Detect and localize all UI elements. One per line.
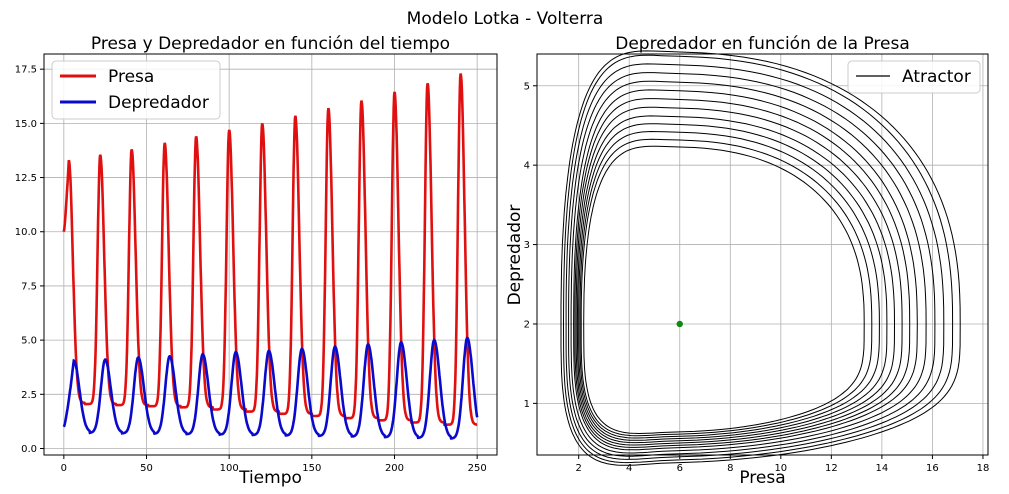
chart-left-ytick-label: 15.0	[15, 119, 37, 130]
chart-right-title: Depredador en función de la Presa	[615, 34, 910, 54]
chart-right-xtick-label: 10	[774, 463, 787, 474]
chart-right-xtick-label: 14	[876, 463, 889, 474]
attractor-orbit	[576, 115, 896, 444]
chart-time-series: Presa y Depredador en función del tiempo…	[15, 34, 498, 488]
attractor-orbit	[574, 98, 911, 448]
chart-left-title: Presa y Depredador en función del tiempo	[91, 34, 450, 54]
figure-suptitle: Modelo Lotka - Volterra	[407, 9, 604, 29]
legend-label-presa: Presa	[108, 67, 154, 87]
chart-right-xtick-label: 4	[626, 463, 632, 474]
chart-left-xticks: 0 50 100 150 200 250	[61, 455, 487, 474]
chart-right-ytick-label: 4	[524, 161, 530, 172]
chart-left-xtick-label: 0	[61, 463, 67, 474]
legend-label-atractor: Atractor	[902, 67, 971, 87]
attractor-orbit	[578, 123, 888, 441]
chart-right-ylabel: Depredador	[505, 205, 525, 306]
attractor-orbit	[575, 106, 903, 446]
chart-left-ytick-label: 10.0	[15, 227, 37, 238]
chart-right-grid	[537, 54, 988, 455]
chart-left-xtick-label: 50	[140, 463, 153, 474]
chart-phase-portrait: Depredador en función de la Presa 2 4 6 8 10…	[505, 34, 989, 488]
chart-right-xtick-label: 2	[576, 463, 582, 474]
chart-left-frame	[43, 53, 498, 456]
attractor-orbit	[570, 80, 927, 454]
chart-right-xtick-label: 8	[727, 463, 733, 474]
chart-left-ytick-label: 7.5	[21, 281, 37, 292]
chart-left-series-group	[62, 73, 479, 440]
chart-left-ytick-label: 0.0	[21, 444, 37, 455]
attractor-orbit	[580, 138, 873, 437]
chart-left-xtick-label: 150	[302, 463, 321, 474]
attractor-orbit	[579, 130, 880, 439]
equilibrium-point	[676, 320, 683, 328]
chart-left-xtick-label: 100	[220, 463, 239, 474]
series-line-depredador	[62, 336, 479, 440]
chart-right-xtick-label: 12	[825, 463, 838, 474]
attractor-orbit	[573, 89, 918, 451]
chart-right-ytick-label: 1	[524, 399, 530, 410]
series-line-presa	[62, 73, 478, 426]
chart-right-legend: Atractor	[847, 60, 981, 94]
chart-left-ytick-label: 12.5	[15, 173, 37, 184]
chart-right-xtick-label: 18	[977, 463, 990, 474]
chart-left-xtick-label: 200	[385, 463, 404, 474]
chart-left-yticks: 0.0 2.5 5.0 7.5 10.0 12.5 15.0 17.5	[15, 65, 44, 455]
chart-left-ytick-label: 2.5	[21, 390, 37, 401]
chart-right-yticks: 1 2 3 4 5	[524, 81, 537, 410]
chart-left-ytick-label: 17.5	[15, 65, 37, 76]
chart-left-legend: Presa Depredador	[51, 60, 221, 120]
chart-right-xtick-label: 6	[677, 463, 683, 474]
chart-right-series-group	[560, 50, 961, 466]
attractor-orbit	[565, 63, 945, 460]
chart-left-grid	[44, 54, 497, 455]
chart-left-xtick-label: 250	[468, 463, 487, 474]
attractor-orbit	[568, 72, 936, 457]
legend-label-depredador: Depredador	[108, 93, 209, 113]
chart-right-legend-box	[847, 60, 981, 94]
chart-left-xlabel: Tiempo	[238, 468, 302, 488]
attractor-orbit	[583, 145, 865, 435]
chart-right-xtick-label: 16	[926, 463, 939, 474]
chart-right-xlabel: Presa	[739, 468, 785, 488]
chart-left-ytick-label: 5.0	[21, 336, 37, 347]
chart-right-ytick-label: 3	[524, 240, 530, 251]
chart-right-ytick-label: 2	[524, 319, 530, 330]
chart-right-xticks: 2 4 6 8 10 12 14 16 18	[576, 455, 990, 474]
chart-right-frame	[536, 53, 989, 456]
attractor-orbit	[562, 54, 954, 464]
chart-right-ytick-label: 5	[524, 81, 530, 92]
attractor-orbit	[560, 50, 961, 466]
